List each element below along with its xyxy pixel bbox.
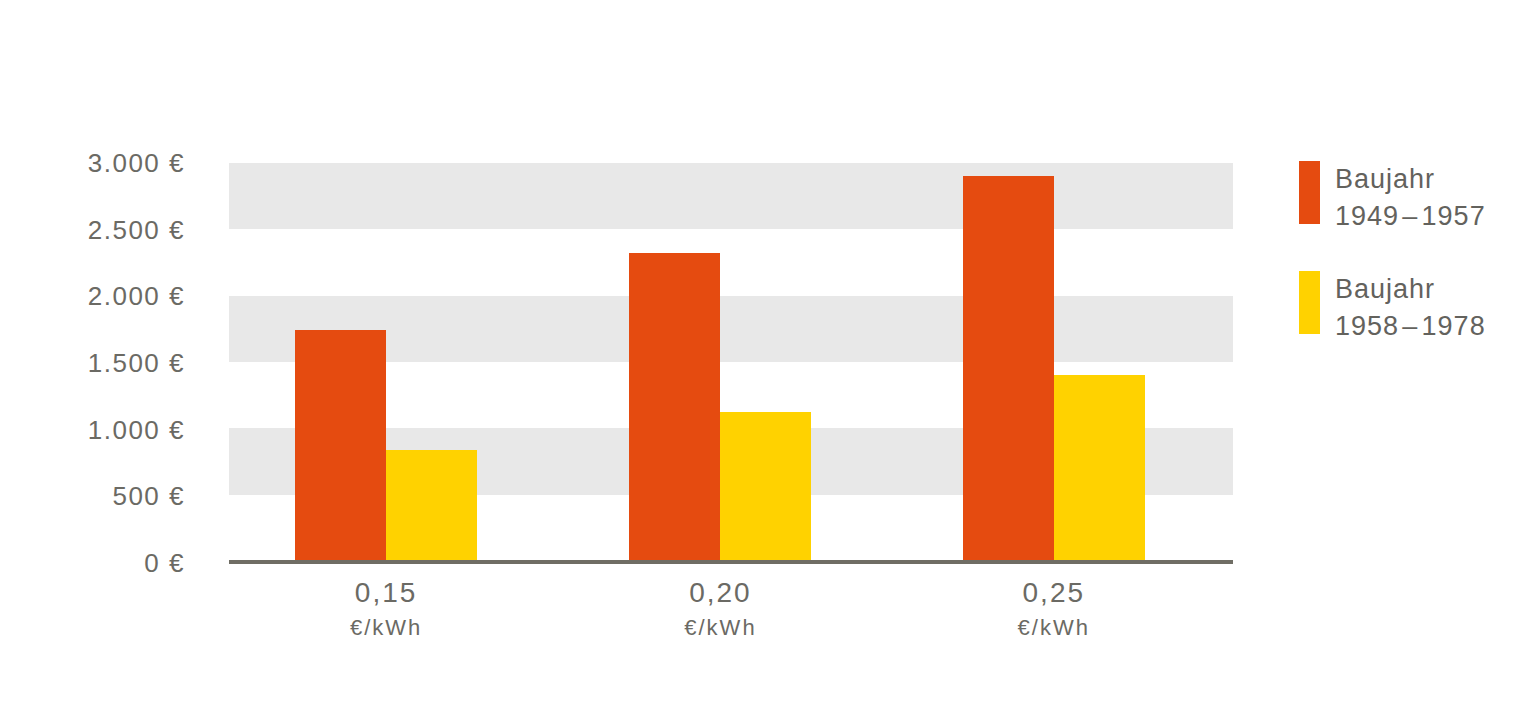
x-axis-price-label: 0,15 [350, 577, 422, 609]
plot-area [229, 163, 1233, 561]
legend-entry-1958-1978: Baujahr 1958 – 1978 [1299, 271, 1486, 345]
x-axis-line [229, 560, 1233, 564]
bar-series1-group2 [629, 253, 720, 561]
x-axis-label: 0,20 €/kWh [684, 577, 756, 643]
bar-series2-group3 [1054, 375, 1145, 561]
legend-label-line2: 1958 – 1978 [1335, 308, 1486, 345]
y-axis-tick-label: 1.500 € [20, 348, 185, 379]
legend-label-line2: 1949 – 1957 [1335, 198, 1486, 235]
legend-label-line1: Baujahr [1335, 271, 1486, 308]
y-axis-tick-label: 1.000 € [20, 414, 185, 445]
x-axis-label: 0,15 €/kWh [350, 577, 422, 643]
bar-chart: 3.000 € 2.500 € 2.000 € 1.500 € 1.000 € … [0, 0, 1518, 711]
y-axis-tick-label: 500 € [20, 481, 185, 512]
x-axis-unit-label: €/kWh [684, 613, 756, 643]
legend: Baujahr 1949 – 1957 Baujahr 1958 – 1978 [1299, 161, 1486, 345]
y-axis-tick-label: 2.000 € [20, 281, 185, 312]
x-axis-unit-label: €/kWh [1018, 613, 1090, 643]
x-axis-price-label: 0,20 [684, 577, 756, 609]
bar-series2-group2 [720, 412, 811, 561]
bar-series1-group1 [295, 330, 386, 561]
bar-series1-group3 [963, 176, 1054, 561]
legend-swatch-yellow [1299, 271, 1320, 334]
y-axis-tick-label: 2.500 € [20, 214, 185, 245]
legend-label: Baujahr 1949 – 1957 [1335, 161, 1486, 235]
x-axis-price-label: 0,25 [1018, 577, 1090, 609]
x-axis-unit-label: €/kWh [350, 613, 422, 643]
y-axis-tick-label: 3.000 € [20, 148, 185, 179]
legend-label: Baujahr 1958 – 1978 [1335, 271, 1486, 345]
grid-band [229, 163, 1233, 229]
x-axis: 0,15 €/kWh 0,20 €/kWh 0,25 €/kWh [229, 577, 1233, 647]
legend-label-line1: Baujahr [1335, 161, 1486, 198]
bar-series2-group1 [386, 450, 477, 561]
y-axis-tick-label: 0 € [20, 548, 185, 579]
legend-swatch-orange [1299, 161, 1320, 224]
legend-entry-1949-1957: Baujahr 1949 – 1957 [1299, 161, 1486, 235]
x-axis-label: 0,25 €/kWh [1018, 577, 1090, 643]
